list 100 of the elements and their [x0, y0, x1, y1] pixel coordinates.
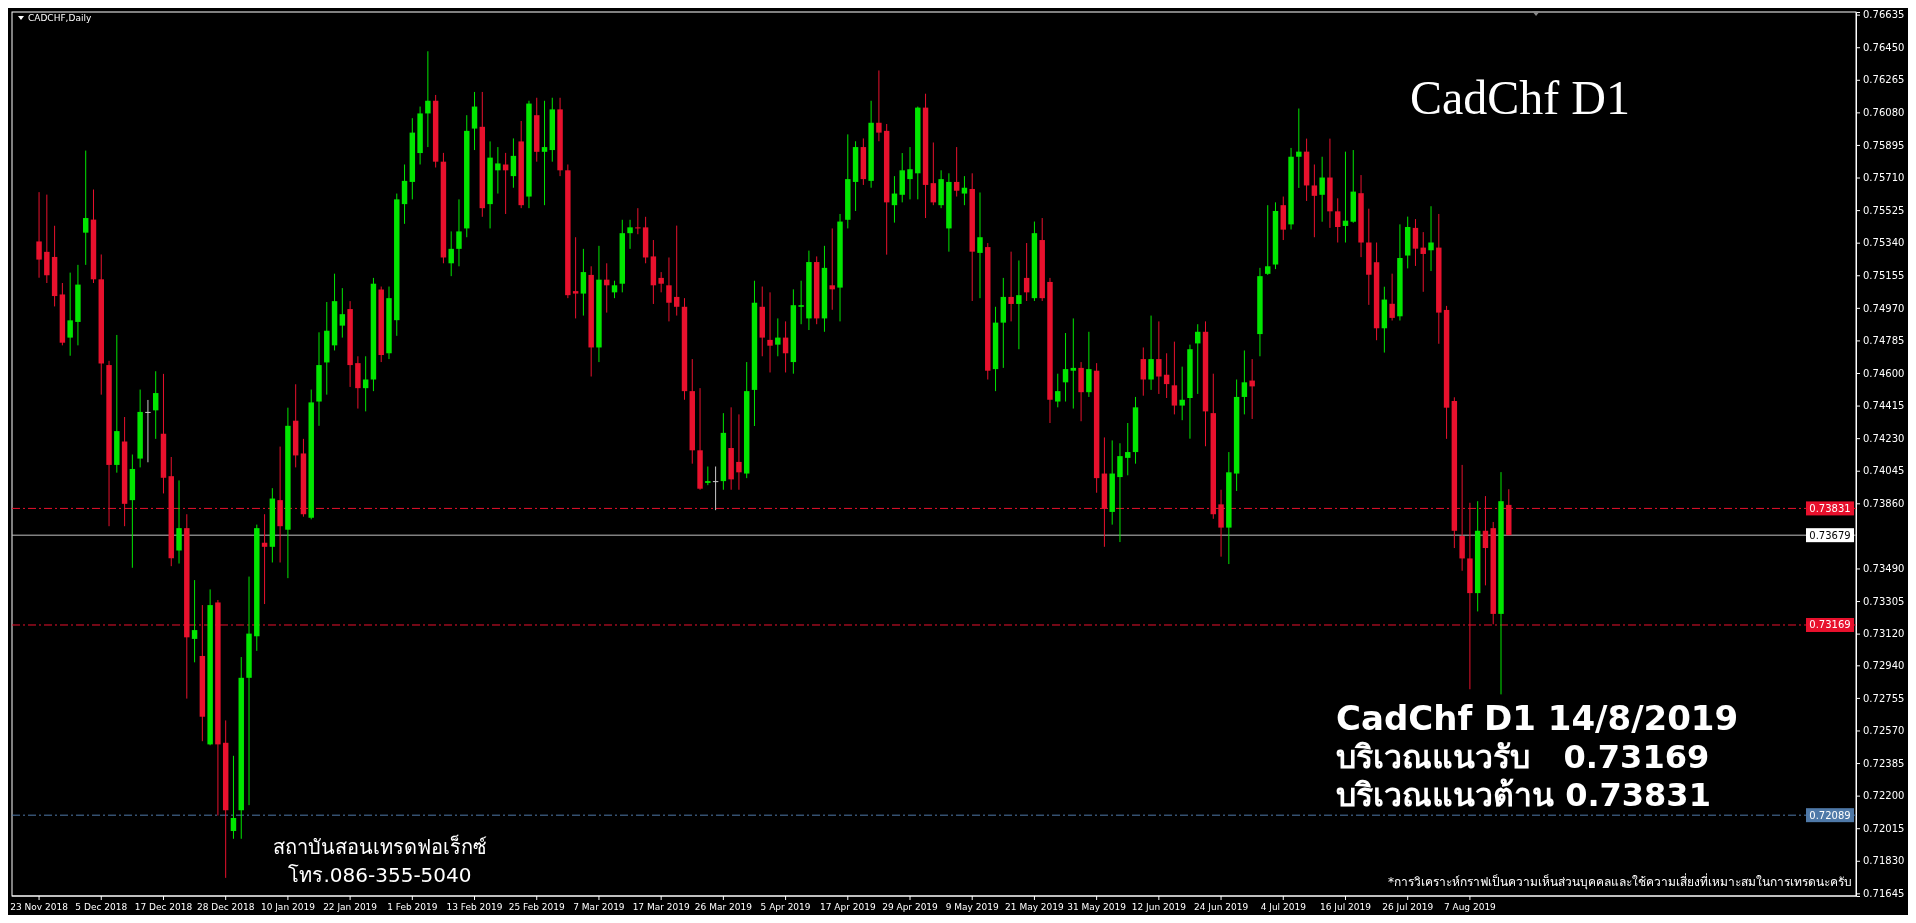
x-tick-label: 28 Dec 2018: [196, 902, 255, 912]
candlestick: [339, 287, 346, 339]
candlestick: [961, 175, 968, 206]
candlestick: [1319, 156, 1325, 223]
candlestick: [1296, 108, 1302, 189]
candlestick: [502, 152, 509, 215]
candlestick: [829, 227, 835, 311]
candlestick: [1334, 197, 1341, 244]
x-tick-label: 17 Apr 2019: [819, 902, 876, 912]
candlestick: [67, 272, 73, 357]
x-tick-label: 7 Mar 2019: [573, 902, 625, 912]
candlestick: [471, 91, 478, 151]
candlestick: [977, 192, 983, 299]
x-tick-label: 1 Feb 2019: [387, 902, 438, 912]
y-tick-label: 0.75710: [1863, 172, 1905, 184]
x-tick-label: 23 Nov 2018: [10, 902, 69, 912]
candlestick: [456, 198, 462, 267]
x-tick-label: 9 May 2019: [945, 902, 999, 912]
candlestick: [1311, 164, 1318, 238]
candlestick: [627, 219, 633, 250]
candlestick: [736, 413, 742, 491]
candlestick: [798, 280, 804, 325]
y-tick-label: 0.76265: [1863, 74, 1905, 86]
y-tick-label: 0.75525: [1863, 204, 1905, 216]
candlestick: [1086, 331, 1092, 398]
candlestick: [145, 399, 151, 463]
candlestick: [580, 248, 587, 317]
candlestick: [1265, 204, 1271, 276]
candlestick: [1171, 341, 1178, 415]
x-tick-label: 12 Jun 2019: [1131, 902, 1187, 912]
x-tick-label: 7 Aug 2019: [1443, 902, 1497, 912]
annotation: บริเวณแนวต้าน 0.73831: [1336, 776, 1711, 814]
y-tick-label: 0.72940: [1863, 660, 1905, 672]
candlestick: [176, 479, 182, 565]
candlestick: [1016, 259, 1022, 350]
y-tick-label: 0.72755: [1863, 692, 1905, 704]
candlestick: [658, 271, 664, 293]
y-tick-label: 0.72385: [1863, 757, 1905, 769]
y-tick-label: 0.73490: [1863, 563, 1905, 575]
y-tick-label: 0.74600: [1863, 367, 1905, 379]
y-tick-label: 0.71830: [1863, 855, 1905, 867]
y-tick-label: 0.73305: [1863, 595, 1905, 607]
y-tick-label: 0.73120: [1863, 628, 1905, 640]
candlestick: [82, 150, 89, 266]
candlestick: [1412, 218, 1419, 267]
annotation: สถาบันสอนเทรดฟอเร็กซ์: [273, 834, 487, 859]
x-tick-label: 22 Jan 2019: [323, 902, 378, 912]
x-tick-label: 21 May 2019: [1005, 902, 1065, 912]
ref-line-label: 0.73169: [1809, 619, 1851, 631]
candlestick: [1241, 349, 1248, 415]
candlestick: [1117, 442, 1123, 543]
y-tick-label: 0.74415: [1863, 400, 1905, 412]
candlestick: [1156, 320, 1162, 395]
chart-title: CADCHF,Daily: [28, 13, 92, 23]
annotation: *การวิเคราะห์กราฟเป็นความเห็นส่วนบุคคลและใช้ความเสี่ยงที่เหมาะสมในการเทรดนะครับ: [1388, 873, 1852, 890]
candlestick: [1179, 366, 1185, 421]
ref-line-label: 0.72089: [1809, 809, 1851, 821]
candlestick: [191, 579, 198, 663]
x-tick-label: 10 Jan 2019: [260, 902, 316, 912]
candlestick: [930, 141, 937, 206]
candlestick: [261, 513, 268, 605]
candlestick: [1148, 315, 1154, 391]
y-tick-label: 0.72570: [1863, 725, 1905, 737]
candlestick: [1055, 373, 1061, 408]
annotation: บริเวณแนวรับ 0.73169: [1336, 738, 1710, 776]
candlestick: [876, 69, 882, 142]
candlestick: [635, 207, 641, 235]
candlestick: [1249, 358, 1255, 420]
candlestick: [953, 146, 960, 198]
x-tick-label: 5 Dec 2018: [75, 902, 128, 912]
x-tick-label: 4 Jul 2019: [1260, 902, 1307, 912]
annotation: CadChf D1 14/8/2019: [1336, 698, 1739, 738]
x-tick-label: 26 Jul 2019: [1382, 902, 1434, 912]
annotation: โทร.086-355-5040: [288, 863, 472, 887]
candlestick: [425, 50, 431, 148]
candlestick: [712, 466, 719, 511]
x-tick-label: 17 Mar 2019: [632, 902, 690, 912]
y-tick-label: 0.72200: [1863, 790, 1905, 802]
candlestick: [152, 370, 159, 440]
candlestick: [1140, 346, 1147, 397]
ref-line-label: 0.73831: [1809, 502, 1851, 514]
annotation: CadChf D1: [1410, 71, 1630, 124]
y-tick-label: 0.76450: [1863, 41, 1905, 53]
candlestick: [907, 146, 913, 200]
x-tick-label: 17 Dec 2018: [134, 902, 193, 912]
y-tick-label: 0.76635: [1863, 9, 1905, 21]
y-tick-label: 0.72015: [1863, 822, 1905, 834]
candlestick: [1008, 251, 1014, 322]
y-tick-label: 0.74230: [1863, 432, 1905, 444]
candlestick: [230, 755, 237, 840]
candlestick: [1125, 422, 1131, 476]
candlestick: [510, 137, 517, 189]
y-tick-label: 0.71645: [1863, 888, 1905, 900]
candlestick: [572, 236, 579, 319]
y-tick-label: 0.75155: [1863, 269, 1905, 281]
y-tick-label: 0.76080: [1863, 107, 1905, 119]
candlestick: [1428, 205, 1434, 272]
candlestick: [1389, 273, 1395, 322]
candlestick: [673, 225, 680, 317]
candlestick: [36, 191, 42, 279]
